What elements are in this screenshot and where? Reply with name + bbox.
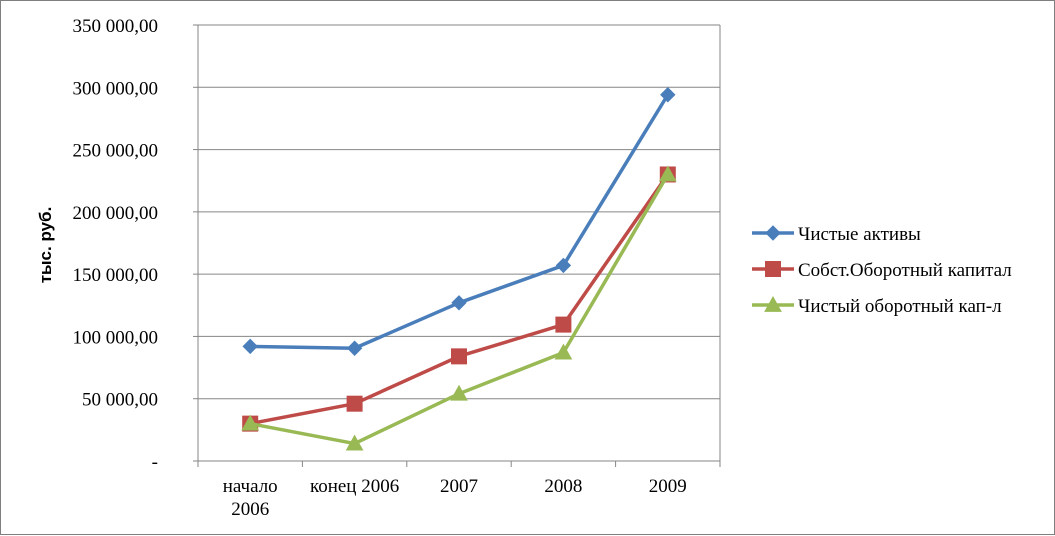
legend-marker bbox=[765, 261, 781, 277]
data-point bbox=[242, 338, 258, 355]
x-tick-label: начало 2006 bbox=[223, 476, 278, 520]
legend-item: Собст.Оборотный капитал bbox=[752, 260, 1012, 281]
legend-item: Чистый оборотный кап-л bbox=[752, 295, 1002, 317]
y-tick-label: 350 000,00 bbox=[73, 16, 159, 37]
series-group bbox=[241, 87, 677, 451]
legend: Чистые активы Собст.Оборотный капитал Чист… bbox=[752, 224, 1012, 317]
y-axis-ticks: - 50 000,00 100 000,00 150 000,00 200 000,00… bbox=[73, 16, 159, 473]
data-point bbox=[658, 165, 677, 182]
y-axis-label: тыс. руб. bbox=[36, 207, 55, 284]
legend-label: Собст.Оборотный капитал bbox=[798, 260, 1012, 281]
data-point bbox=[345, 434, 364, 451]
gridlines bbox=[198, 24, 720, 400]
data-point bbox=[555, 257, 572, 274]
y-tick-label: 200 000,00 bbox=[73, 203, 159, 224]
x-tick-label: 2009 bbox=[649, 476, 687, 497]
data-point bbox=[451, 295, 467, 311]
x-tick-label: 2008 bbox=[544, 476, 582, 497]
data-point bbox=[346, 340, 363, 356]
data-point bbox=[555, 316, 572, 333]
legend-marker bbox=[765, 225, 781, 241]
y-tick-label: 300 000,00 bbox=[73, 78, 159, 99]
y-tick-label: - bbox=[152, 452, 158, 473]
y-tick-label: 100 000,00 bbox=[73, 327, 159, 348]
series-1 bbox=[242, 87, 676, 356]
y-tick-label: 150 000,00 bbox=[73, 265, 159, 286]
legend-item: Чистые активы bbox=[752, 224, 921, 245]
legend-label: Чистые активы bbox=[798, 224, 921, 245]
x-tick-label: конец 2006 bbox=[310, 476, 399, 497]
legend-marker bbox=[764, 295, 782, 312]
data-point bbox=[241, 414, 260, 431]
y-tick-label: 250 000,00 bbox=[73, 141, 159, 162]
y-tick-label: 50 000,00 bbox=[82, 390, 158, 411]
legend-label: Чистый оборотный кап-л bbox=[798, 296, 1002, 317]
data-point bbox=[451, 348, 467, 365]
data-point bbox=[450, 384, 468, 401]
axes bbox=[193, 24, 721, 467]
series-3 bbox=[241, 165, 677, 451]
x-tick-label: 2007 bbox=[440, 476, 478, 497]
data-point bbox=[554, 343, 573, 360]
data-point bbox=[346, 395, 363, 412]
x-axis-ticks: начало 2006 конец 2006 2007 2008 2009 bbox=[223, 476, 687, 520]
data-point bbox=[660, 87, 676, 103]
